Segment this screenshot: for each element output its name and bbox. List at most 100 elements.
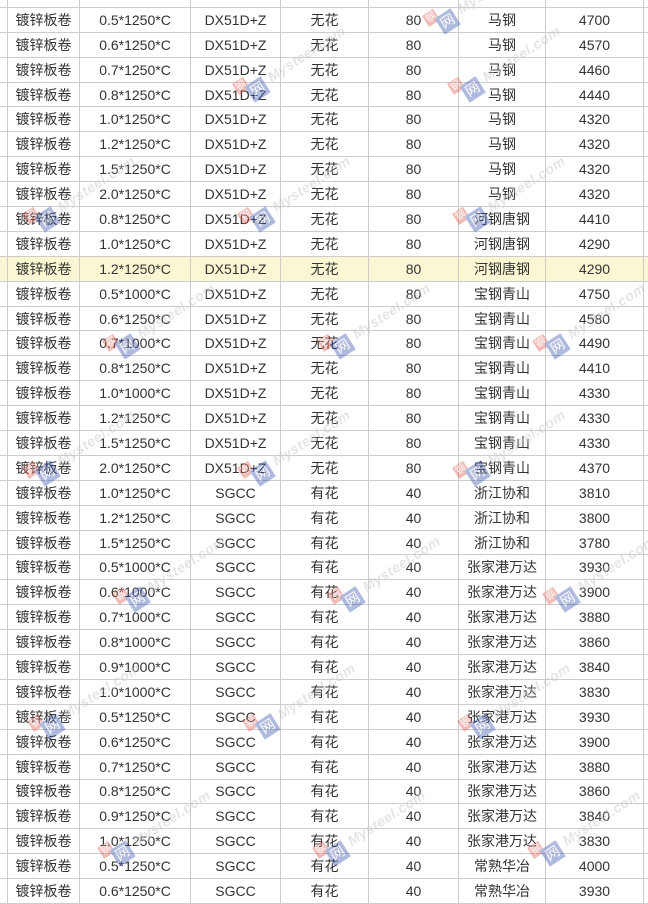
- cell-price: 3840: [545, 654, 644, 680]
- cell-product: 镀锌板卷: [7, 703, 80, 730]
- table-row[interactable]: 镀锌板卷 0.6*1000*C SGCC 有花 40 张家港万达 3900: [0, 579, 648, 606]
- cell-edge-right: [643, 81, 648, 108]
- cell-mill: 张家港万达: [458, 678, 546, 705]
- table-row[interactable]: 镀锌板卷 0.5*1250*C DX51D+Z 无花 80 马钢 4700: [0, 6, 648, 33]
- cell-edge-left: [0, 778, 8, 805]
- cell-edge-left: [0, 828, 8, 855]
- cell-material: SGCC: [190, 728, 281, 755]
- cell-product: 镀锌板卷: [7, 753, 80, 780]
- cell-price: 4330: [545, 430, 644, 456]
- table-row[interactable]: 镀锌板卷 1.2*1250*C DX51D+Z 无花 80 河钢唐钢 4290: [0, 255, 648, 282]
- table-row[interactable]: 镀锌板卷 1.0*1250*C SGCC 有花 40 张家港万达 3830: [0, 828, 648, 855]
- table-row[interactable]: 镀锌板卷 0.7*1250*C SGCC 有花 40 张家港万达 3880: [0, 753, 648, 780]
- table-row[interactable]: 镀锌板卷 2.0*1250*C DX51D+Z 无花 80 宝钢青山 4370: [0, 454, 648, 481]
- table-row[interactable]: 镀锌板卷 1.2*1250*C SGCC 有花 40 浙江协和 3800: [0, 504, 648, 531]
- cell-spec: 1.0*1250*C: [79, 828, 191, 855]
- cell-surface: 无花: [280, 6, 369, 33]
- cell-spec: 0.8*1000*C: [79, 629, 191, 656]
- cell-price: 4330: [545, 405, 644, 432]
- table-row[interactable]: 镀锌板卷 0.6*1250*C DX51D+Z 无花 80 宝钢青山 4580: [0, 305, 648, 332]
- cell-edge-left: [0, 479, 8, 506]
- table-row[interactable]: 镀锌板卷 1.2*1250*C DX51D+Z 无花 80 宝钢青山 4330: [0, 405, 648, 432]
- table-row[interactable]: 镀锌板卷 0.9*1000*C SGCC 有花 40 张家港万达 3840: [0, 654, 648, 680]
- table-row[interactable]: 镀锌板卷 0.8*1250*C DX51D+Z 无花 80 宝钢青山 4410: [0, 355, 648, 382]
- cell-price: 3930: [545, 703, 644, 730]
- table-row[interactable]: 镀锌板卷 0.5*1250*C SGCC 有花 40 张家港万达 3930: [0, 703, 648, 730]
- cell-product: 镀锌板卷: [7, 106, 80, 133]
- cell-material: SGCC: [190, 654, 281, 680]
- cell-spec: 0.6*1250*C: [79, 728, 191, 755]
- table-row[interactable]: 镀锌板卷 0.7*1250*C DX51D+Z 无花 80 马钢 4460: [0, 56, 648, 83]
- cell-surface: 有花: [280, 654, 369, 680]
- table-row[interactable]: 镀锌板卷 1.5*1250*C DX51D+Z 无花 80 宝钢青山 4330: [0, 430, 648, 456]
- cell-price: 4460: [545, 56, 644, 83]
- cell-partial: [545, 0, 644, 8]
- cell-mill: 宝钢青山: [458, 355, 546, 382]
- cell-zinc_layer: 40: [368, 579, 459, 606]
- table-row[interactable]: 镀锌板卷 0.6*1250*C SGCC 有花 40 张家港万达 3900: [0, 728, 648, 755]
- cell-mill: 河钢唐钢: [458, 255, 546, 282]
- cell-material: SGCC: [190, 554, 281, 581]
- cell-edge-right: [643, 156, 648, 183]
- cell-surface: 无花: [280, 106, 369, 133]
- table-row[interactable]: 镀锌板卷 0.5*1000*C SGCC 有花 40 张家港万达 3930: [0, 554, 648, 581]
- table-row[interactable]: 镀锌板卷 1.5*1250*C SGCC 有花 40 浙江协和 3780: [0, 529, 648, 556]
- table-row[interactable]: 镀锌板卷 2.0*1250*C DX51D+Z 无花 80 马钢 4320: [0, 181, 648, 208]
- table-row[interactable]: 镀锌板卷 0.8*1250*C SGCC 有花 40 张家港万达 3860: [0, 778, 648, 805]
- table-row[interactable]: 镀锌板卷 0.9*1250*C SGCC 有花 40 张家港万达 3840: [0, 803, 648, 830]
- table-row[interactable]: 镀锌板卷 1.2*1250*C DX51D+Z 无花 80 马钢 4320: [0, 131, 648, 158]
- cell-zinc_layer: 80: [368, 380, 459, 407]
- cell-mill: 马钢: [458, 56, 546, 83]
- cell-product: 镀锌板卷: [7, 255, 80, 282]
- cell-zinc_layer: 80: [368, 230, 459, 257]
- cell-mill: 宝钢青山: [458, 280, 546, 307]
- table-row[interactable]: 镀锌板卷 0.6*1250*C DX51D+Z 无花 80 马钢 4570: [0, 31, 648, 58]
- cell-surface: 无花: [280, 430, 369, 456]
- cell-edge-right: [643, 454, 648, 481]
- cell-edge-right: [643, 255, 648, 282]
- cell-product: 镀锌板卷: [7, 579, 80, 606]
- table-row[interactable]: 镀锌板卷 0.7*1000*C DX51D+Z 无花 80 宝钢青山 4490: [0, 330, 648, 357]
- cell-price: 3810: [545, 479, 644, 506]
- cell-zinc_layer: 40: [368, 728, 459, 755]
- cell-edge-left: [0, 206, 8, 232]
- cell-edge-right: [643, 6, 648, 33]
- cell-edge-right: [643, 703, 648, 730]
- cell-edge-right: [643, 828, 648, 855]
- cell-spec: 0.7*1000*C: [79, 330, 191, 357]
- cell-edge-left: [0, 554, 8, 581]
- table-row[interactable]: 镀锌板卷 1.5*1250*C DX51D+Z 无花 80 马钢 4320: [0, 156, 648, 183]
- table-row[interactable]: 镀锌板卷 0.5*1000*C DX51D+Z 无花 80 宝钢青山 4750: [0, 280, 648, 307]
- cell-edge-left: [0, 454, 8, 481]
- cell-product: 镀锌板卷: [7, 280, 80, 307]
- table-row[interactable]: 镀锌板卷 1.0*1250*C DX51D+Z 无花 80 河钢唐钢 4290: [0, 230, 648, 257]
- table-row[interactable]: 镀锌板卷 1.0*1000*C DX51D+Z 无花 80 宝钢青山 4330: [0, 380, 648, 407]
- table-row[interactable]: 镀锌板卷 0.7*1000*C SGCC 有花 40 张家港万达 3880: [0, 604, 648, 631]
- table-row[interactable]: 镀锌板卷 0.8*1250*C DX51D+Z 无花 80 河钢唐钢 4410: [0, 206, 648, 232]
- cell-product: 镀锌板卷: [7, 81, 80, 108]
- table-row[interactable]: 镀锌板卷 1.0*1250*C SGCC 有花 40 浙江协和 3810: [0, 479, 648, 506]
- cell-surface: 无花: [280, 56, 369, 83]
- cell-price: 3800: [545, 504, 644, 531]
- table-row[interactable]: 镀锌板卷 1.0*1000*C SGCC 有花 40 张家港万达 3830: [0, 678, 648, 705]
- cell-zinc_layer: 80: [368, 6, 459, 33]
- table-row[interactable]: 镀锌板卷 0.5*1250*C SGCC 有花 40 常熟华冶 4000: [0, 853, 648, 880]
- table-row[interactable]: 镀锌板卷 0.6*1250*C SGCC 有花 40 常熟华冶 3930: [0, 878, 648, 904]
- cell-zinc_layer: 80: [368, 255, 459, 282]
- cell-zinc_layer: 80: [368, 454, 459, 481]
- cell-product: 镀锌板卷: [7, 778, 80, 805]
- table-row[interactable]: 镀锌板卷 0.8*1250*C DX51D+Z 无花 80 马钢 4440: [0, 81, 648, 108]
- cell-material: DX51D+Z: [190, 31, 281, 58]
- table-row[interactable]: 镀锌板卷 1.0*1250*C DX51D+Z 无花 80 马钢 4320: [0, 106, 648, 133]
- cell-mill: 马钢: [458, 131, 546, 158]
- cell-price: 4290: [545, 255, 644, 282]
- cell-surface: 无花: [280, 230, 369, 257]
- cell-price: 3860: [545, 629, 644, 656]
- cell-spec: 2.0*1250*C: [79, 181, 191, 208]
- cell-mill: 张家港万达: [458, 828, 546, 855]
- table-row[interactable]: 镀锌板卷 0.8*1000*C SGCC 有花 40 张家港万达 3860: [0, 629, 648, 656]
- cell-edge-right: [643, 56, 648, 83]
- cell-product: 镀锌板卷: [7, 654, 80, 680]
- cell-edge-left: [0, 156, 8, 183]
- cell-spec: 0.5*1000*C: [79, 554, 191, 581]
